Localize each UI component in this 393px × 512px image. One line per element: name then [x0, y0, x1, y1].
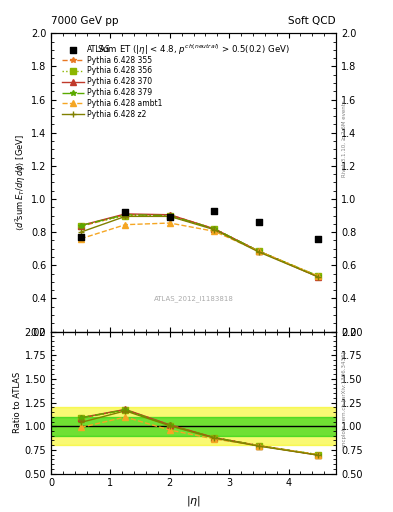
Pythia 6.428 379	[316, 273, 321, 279]
Pythia 6.428 355	[257, 248, 261, 254]
Pythia 6.428 ambt1	[79, 236, 83, 242]
ATLAS	[211, 206, 217, 215]
ATLAS	[78, 233, 84, 241]
Y-axis label: $\langle d^2\!\mathrm{sum}\,E_T/d\eta\,d\phi\rangle$ [GeV]: $\langle d^2\!\mathrm{sum}\,E_T/d\eta\,d…	[14, 134, 28, 231]
Pythia 6.428 379	[257, 248, 261, 254]
Pythia 6.428 z2	[79, 229, 83, 235]
ATLAS	[315, 234, 321, 243]
Pythia 6.428 355	[167, 211, 172, 218]
Pythia 6.428 ambt1	[257, 248, 261, 254]
Pythia 6.428 379	[167, 212, 172, 219]
X-axis label: $|\eta|$: $|\eta|$	[186, 494, 201, 508]
Line: Pythia 6.428 379: Pythia 6.428 379	[78, 212, 321, 279]
Pythia 6.428 ambt1	[316, 273, 321, 279]
Pythia 6.428 355	[79, 223, 83, 229]
Pythia 6.428 356	[167, 214, 172, 220]
Text: mcplots.cern.ch [arXiv:1306.3436]: mcplots.cern.ch [arXiv:1306.3436]	[342, 352, 347, 447]
ATLAS	[167, 213, 173, 221]
Text: 7000 GeV pp: 7000 GeV pp	[51, 15, 119, 26]
Pythia 6.428 z2	[257, 249, 261, 255]
Line: Pythia 6.428 ambt1: Pythia 6.428 ambt1	[78, 220, 321, 279]
Text: Soft QCD: Soft QCD	[288, 15, 336, 26]
Pythia 6.428 370	[212, 226, 217, 232]
Pythia 6.428 355	[123, 211, 128, 218]
Pythia 6.428 379	[123, 211, 128, 218]
Pythia 6.428 ambt1	[123, 222, 128, 228]
Pythia 6.428 356	[316, 273, 321, 279]
Line: Pythia 6.428 z2: Pythia 6.428 z2	[78, 214, 321, 280]
Line: Pythia 6.428 356: Pythia 6.428 356	[78, 213, 321, 279]
Pythia 6.428 356	[123, 212, 128, 219]
Pythia 6.428 356	[79, 222, 83, 228]
Pythia 6.428 z2	[316, 274, 321, 280]
Line: Pythia 6.428 355: Pythia 6.428 355	[78, 212, 321, 280]
Pythia 6.428 ambt1	[212, 228, 217, 234]
Text: ATLAS_2012_I1183818: ATLAS_2012_I1183818	[154, 295, 233, 302]
Text: Rivet 3.1.10, ≥ 2.6M events: Rivet 3.1.10, ≥ 2.6M events	[342, 100, 347, 177]
Pythia 6.428 370	[167, 211, 172, 218]
ATLAS	[256, 218, 262, 226]
Pythia 6.428 370	[316, 274, 321, 280]
Pythia 6.428 370	[123, 211, 128, 217]
Text: Sum ET ($|\eta|$ < 4.8, $p^{ch(neutral)}$ > 0.5(0.2) GeV): Sum ET ($|\eta|$ < 4.8, $p^{ch(neutral)}…	[97, 42, 290, 57]
Pythia 6.428 379	[79, 222, 83, 228]
Pythia 6.428 379	[212, 226, 217, 232]
Pythia 6.428 370	[257, 248, 261, 254]
Legend: ATLAS, Pythia 6.428 355, Pythia 6.428 356, Pythia 6.428 370, Pythia 6.428 379, P: ATLAS, Pythia 6.428 355, Pythia 6.428 35…	[61, 43, 163, 121]
Pythia 6.428 ambt1	[167, 220, 172, 226]
Pythia 6.428 355	[212, 226, 217, 232]
Pythia 6.428 355	[316, 274, 321, 280]
Pythia 6.428 z2	[123, 214, 128, 220]
ATLAS	[122, 208, 129, 217]
Line: Pythia 6.428 370: Pythia 6.428 370	[78, 211, 321, 280]
Y-axis label: Ratio to ATLAS: Ratio to ATLAS	[13, 372, 22, 433]
Pythia 6.428 356	[257, 248, 261, 254]
Pythia 6.428 z2	[212, 227, 217, 233]
Pythia 6.428 z2	[167, 214, 172, 220]
Pythia 6.428 370	[79, 222, 83, 228]
Pythia 6.428 356	[212, 226, 217, 232]
